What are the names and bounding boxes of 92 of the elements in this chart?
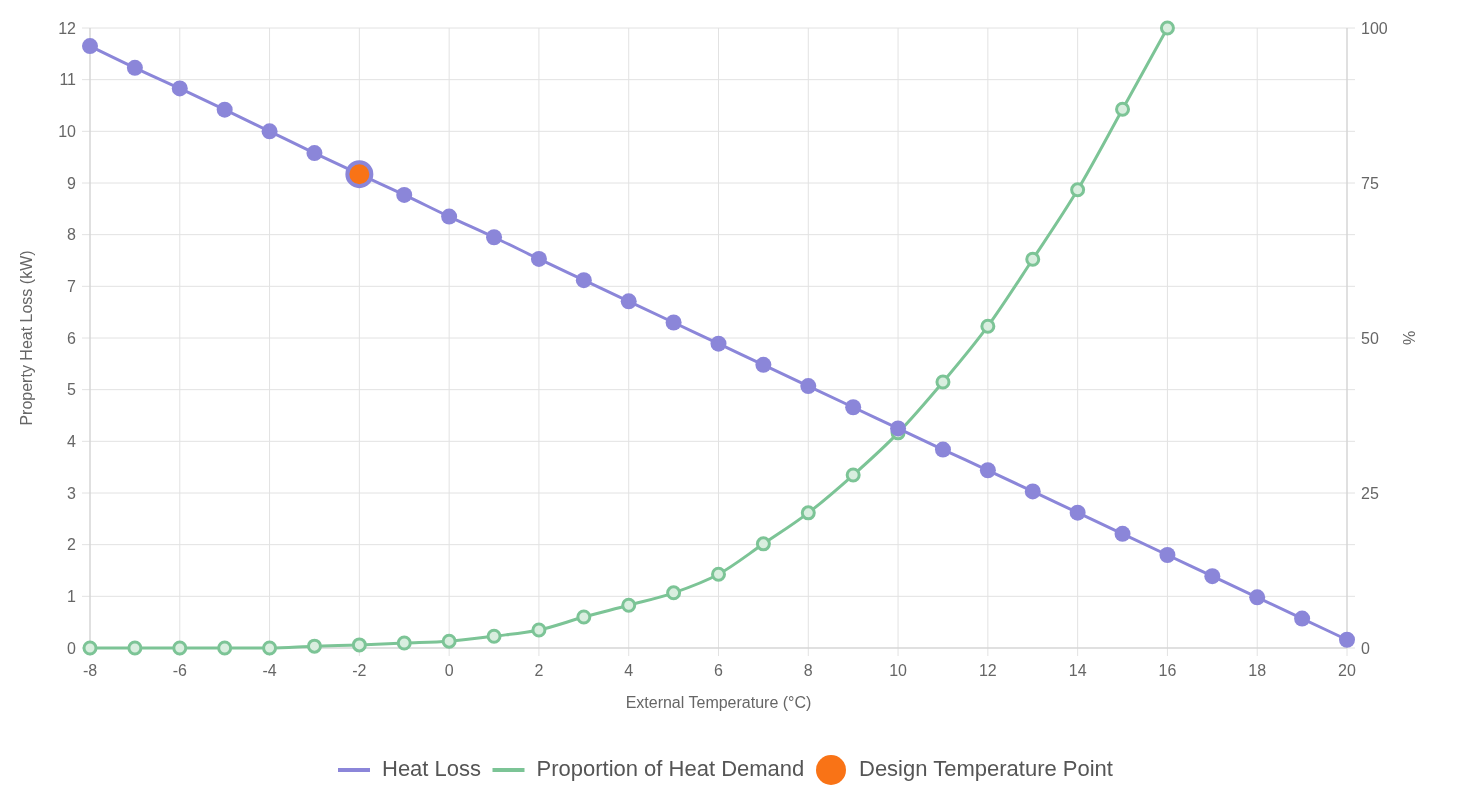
point bbox=[1159, 547, 1176, 563]
y2-tick-label: 0 bbox=[1361, 639, 1370, 657]
point bbox=[127, 640, 143, 656]
point bbox=[217, 640, 233, 656]
point bbox=[710, 335, 727, 352]
point bbox=[621, 597, 637, 613]
point bbox=[531, 622, 547, 638]
point bbox=[216, 101, 233, 118]
point bbox=[261, 123, 278, 140]
legend-label: Design Temperature Point bbox=[859, 756, 1113, 781]
point bbox=[1114, 525, 1131, 542]
point bbox=[126, 59, 143, 76]
y2-tick-label: 100 bbox=[1361, 19, 1388, 37]
y-tick-label: 8 bbox=[67, 226, 77, 244]
x-tick-label: 0 bbox=[444, 662, 454, 679]
point bbox=[441, 208, 458, 225]
x-tick-label: 16 bbox=[1158, 662, 1177, 679]
x-tick-label: 2 bbox=[534, 662, 544, 679]
point bbox=[665, 314, 682, 331]
x-tick-label: -2 bbox=[352, 662, 367, 679]
x-tick-label: 6 bbox=[714, 662, 724, 679]
y-tick-label: 12 bbox=[58, 19, 77, 37]
y-tick-label: 6 bbox=[67, 329, 77, 347]
point bbox=[351, 637, 367, 653]
x-tick-label: 12 bbox=[978, 662, 997, 679]
point bbox=[1025, 251, 1041, 267]
y2-axis-title: % bbox=[1401, 330, 1418, 346]
point bbox=[845, 467, 861, 483]
y-tick-label: 0 bbox=[67, 639, 77, 657]
point bbox=[1249, 589, 1266, 606]
point bbox=[620, 293, 637, 310]
point bbox=[1070, 182, 1086, 198]
point bbox=[172, 640, 188, 656]
point bbox=[171, 80, 188, 97]
point bbox=[1339, 631, 1355, 648]
point bbox=[262, 640, 278, 656]
x-tick-label: -6 bbox=[172, 662, 187, 679]
legend-label: Proportion of Heat Demand bbox=[536, 756, 805, 781]
point bbox=[935, 374, 951, 390]
y2-tick-label: 25 bbox=[1361, 484, 1379, 502]
point bbox=[306, 638, 322, 654]
point bbox=[576, 609, 592, 625]
x-tick-label: 4 bbox=[624, 662, 634, 679]
x-tick-label: 14 bbox=[1068, 662, 1087, 679]
point bbox=[441, 633, 457, 649]
point bbox=[82, 38, 98, 55]
y-tick-label: 10 bbox=[58, 122, 77, 140]
y-axis-title: Property Heat Loss (kW) bbox=[18, 250, 35, 426]
point bbox=[530, 250, 547, 267]
point bbox=[755, 356, 772, 373]
y2-tick-label: 50 bbox=[1361, 329, 1379, 347]
legend-label: Heat Loss bbox=[382, 756, 482, 781]
x-tick-label: 20 bbox=[1338, 662, 1356, 679]
y-tick-label: 5 bbox=[67, 381, 77, 399]
point bbox=[345, 160, 374, 189]
point bbox=[396, 635, 412, 651]
x-tick-label: -8 bbox=[82, 662, 98, 679]
point bbox=[1024, 483, 1041, 500]
point bbox=[486, 229, 503, 246]
y-tick-label: 4 bbox=[67, 432, 77, 450]
point bbox=[1115, 101, 1131, 117]
point bbox=[980, 318, 996, 334]
point bbox=[306, 145, 323, 162]
point bbox=[1069, 504, 1086, 521]
y-tick-label: 1 bbox=[67, 587, 77, 605]
point bbox=[1204, 568, 1221, 585]
point bbox=[82, 640, 98, 656]
point bbox=[755, 536, 771, 552]
y-tick-label: 9 bbox=[67, 174, 77, 192]
y-tick-label: 3 bbox=[67, 484, 77, 502]
y-tick-label: 11 bbox=[59, 71, 77, 89]
x-tick-label: 10 bbox=[889, 662, 908, 679]
y-tick-label: 2 bbox=[67, 536, 77, 554]
y-tick-label: 7 bbox=[67, 277, 77, 295]
point bbox=[711, 566, 726, 582]
x-tick-label: 18 bbox=[1248, 662, 1267, 679]
point bbox=[666, 585, 682, 601]
point bbox=[979, 462, 996, 479]
x-axis-title: External Temperature (°C) bbox=[625, 694, 812, 711]
x-tick-label: 8 bbox=[803, 662, 813, 679]
point bbox=[396, 186, 413, 203]
point bbox=[934, 441, 951, 458]
point bbox=[845, 399, 862, 416]
point bbox=[1294, 610, 1311, 627]
point bbox=[800, 378, 817, 395]
point bbox=[890, 420, 907, 437]
point bbox=[800, 505, 816, 521]
x-tick-label: -4 bbox=[262, 662, 277, 679]
point bbox=[575, 272, 592, 289]
point bbox=[486, 628, 502, 644]
point bbox=[1159, 20, 1175, 36]
y2-tick-label: 75 bbox=[1361, 174, 1379, 192]
